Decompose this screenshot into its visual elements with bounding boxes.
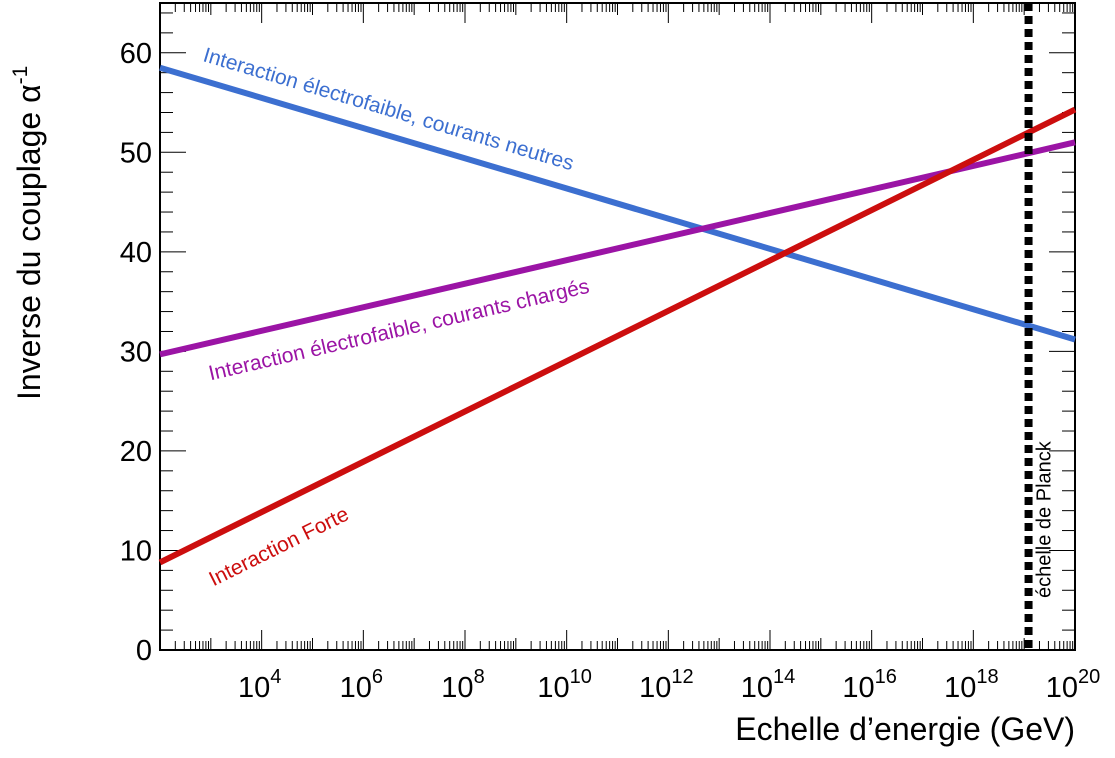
x-tick-label: 1020 [1046, 666, 1101, 704]
y-tick-label: 0 [136, 635, 152, 667]
x-tick-label: 1010 [537, 666, 592, 704]
y-axis-title-superscript: -1 [9, 66, 32, 85]
x-axis-title: Echelle d’energie (GeV) [735, 711, 1075, 747]
x-tick-label: 1014 [741, 666, 796, 704]
series-line-2 [158, 106, 1077, 566]
y-tick-label: 20 [120, 436, 152, 468]
series-label-2: Interaction Forte [205, 503, 352, 591]
x-tick-label: 106 [340, 666, 383, 704]
x-tick-labels: 104 106 108 1010 1012 1014 1016 1018 1020 [238, 666, 1100, 704]
plot-frame [159, 2, 1076, 651]
x-tick-label: 1018 [944, 666, 999, 704]
x-tick-label: 1012 [639, 666, 694, 704]
series-line-1 [159, 139, 1076, 358]
y-axis-title: Inverse du couplage α-1 [9, 66, 47, 400]
planck-label: échelle de Planck [1034, 440, 1056, 598]
y-tick-labels: 0 10 20 30 40 50 60 [120, 38, 152, 667]
x-tick-label: 1016 [842, 666, 897, 704]
series-layer [158, 64, 1077, 566]
series-line-0 [159, 64, 1076, 343]
series-labels: Interaction électrofaible, courants neut… [201, 44, 592, 591]
y-tick-label: 50 [120, 137, 152, 169]
y-axis-title-main: Inverse du couplage α [11, 84, 47, 400]
x-tick-label: 108 [441, 666, 484, 704]
y-tick-label: 40 [120, 237, 152, 269]
y-tick-label: 30 [120, 336, 152, 368]
x-tick-label: 104 [238, 666, 281, 704]
planck-layer: échelle de Planck [1024, 3, 1056, 650]
series-label-0: Interaction électrofaible, courants neut… [201, 44, 577, 176]
y-tick-label: 10 [120, 535, 152, 567]
minor-ticks [159, 3, 1075, 651]
y-tick-label: 60 [120, 38, 152, 70]
